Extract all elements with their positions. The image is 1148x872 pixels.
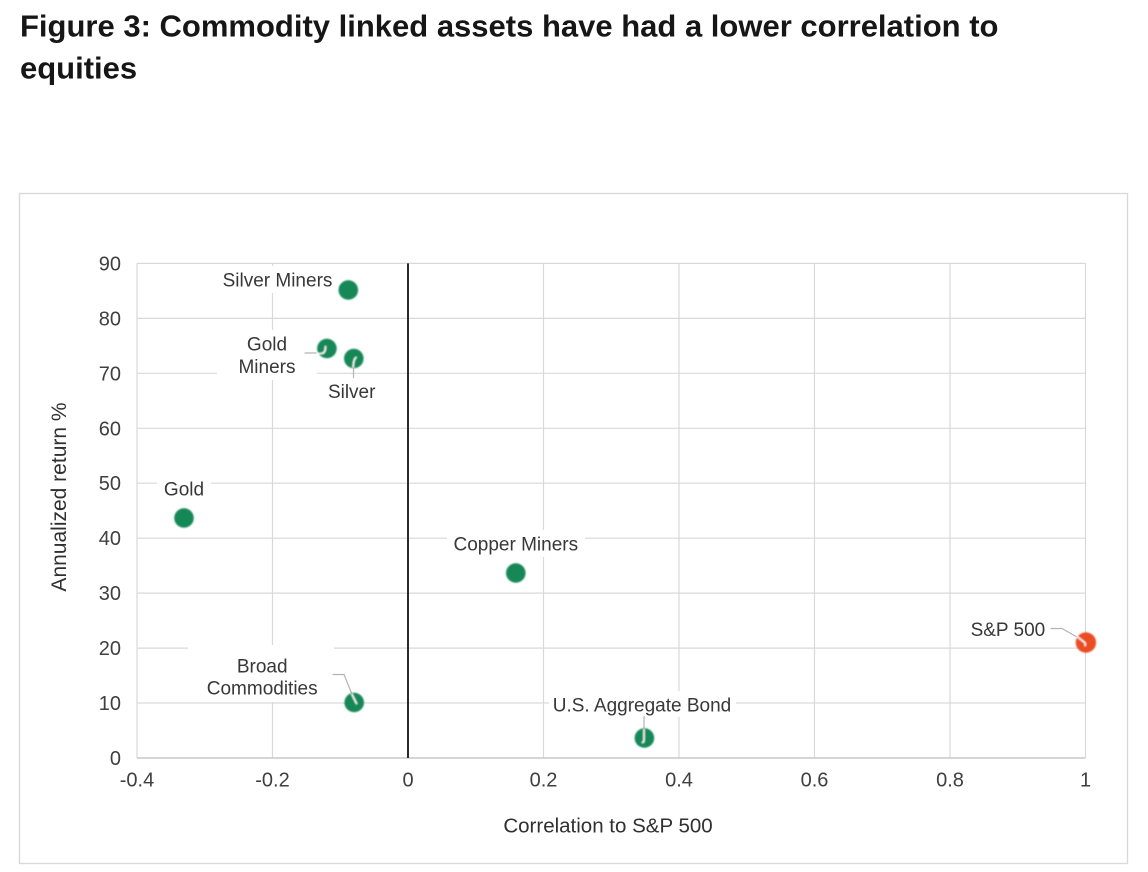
svg-text:U.S. Aggregate Bond: U.S. Aggregate Bond <box>553 695 732 716</box>
svg-text:Silver Miners: Silver Miners <box>223 270 333 291</box>
svg-text:Gold: Gold <box>164 479 204 500</box>
svg-text:equities: equities <box>20 50 137 85</box>
svg-text:-0.4: -0.4 <box>120 770 154 792</box>
svg-text:1: 1 <box>1080 770 1091 792</box>
svg-text:Gold: Gold <box>247 335 287 356</box>
svg-text:30: 30 <box>99 583 121 605</box>
svg-text:Figure 3: Commodity linked ass: Figure 3: Commodity linked assets have h… <box>20 8 998 43</box>
svg-text:60: 60 <box>99 418 121 440</box>
svg-text:0.8: 0.8 <box>936 770 964 792</box>
svg-text:Commodities: Commodities <box>207 679 318 700</box>
svg-text:20: 20 <box>99 638 121 660</box>
svg-text:0.4: 0.4 <box>665 770 693 792</box>
svg-text:0.2: 0.2 <box>530 770 558 792</box>
svg-text:Copper Miners: Copper Miners <box>453 535 578 556</box>
svg-text:S&P 500: S&P 500 <box>971 620 1046 641</box>
svg-text:Annualized return %: Annualized return % <box>48 402 71 591</box>
svg-text:70: 70 <box>99 363 121 385</box>
svg-text:Broad: Broad <box>237 656 288 677</box>
svg-text:50: 50 <box>99 473 121 495</box>
svg-text:Correlation to S&P 500: Correlation to S&P 500 <box>503 815 712 838</box>
svg-text:-0.2: -0.2 <box>255 770 289 792</box>
svg-text:10: 10 <box>99 693 121 715</box>
svg-text:Miners: Miners <box>238 357 295 378</box>
svg-text:0: 0 <box>402 770 413 792</box>
svg-text:0.6: 0.6 <box>801 770 829 792</box>
svg-text:80: 80 <box>99 308 121 330</box>
svg-text:90: 90 <box>99 253 121 275</box>
svg-text:0: 0 <box>110 748 121 770</box>
svg-text:Silver: Silver <box>328 382 376 403</box>
svg-text:40: 40 <box>99 528 121 550</box>
